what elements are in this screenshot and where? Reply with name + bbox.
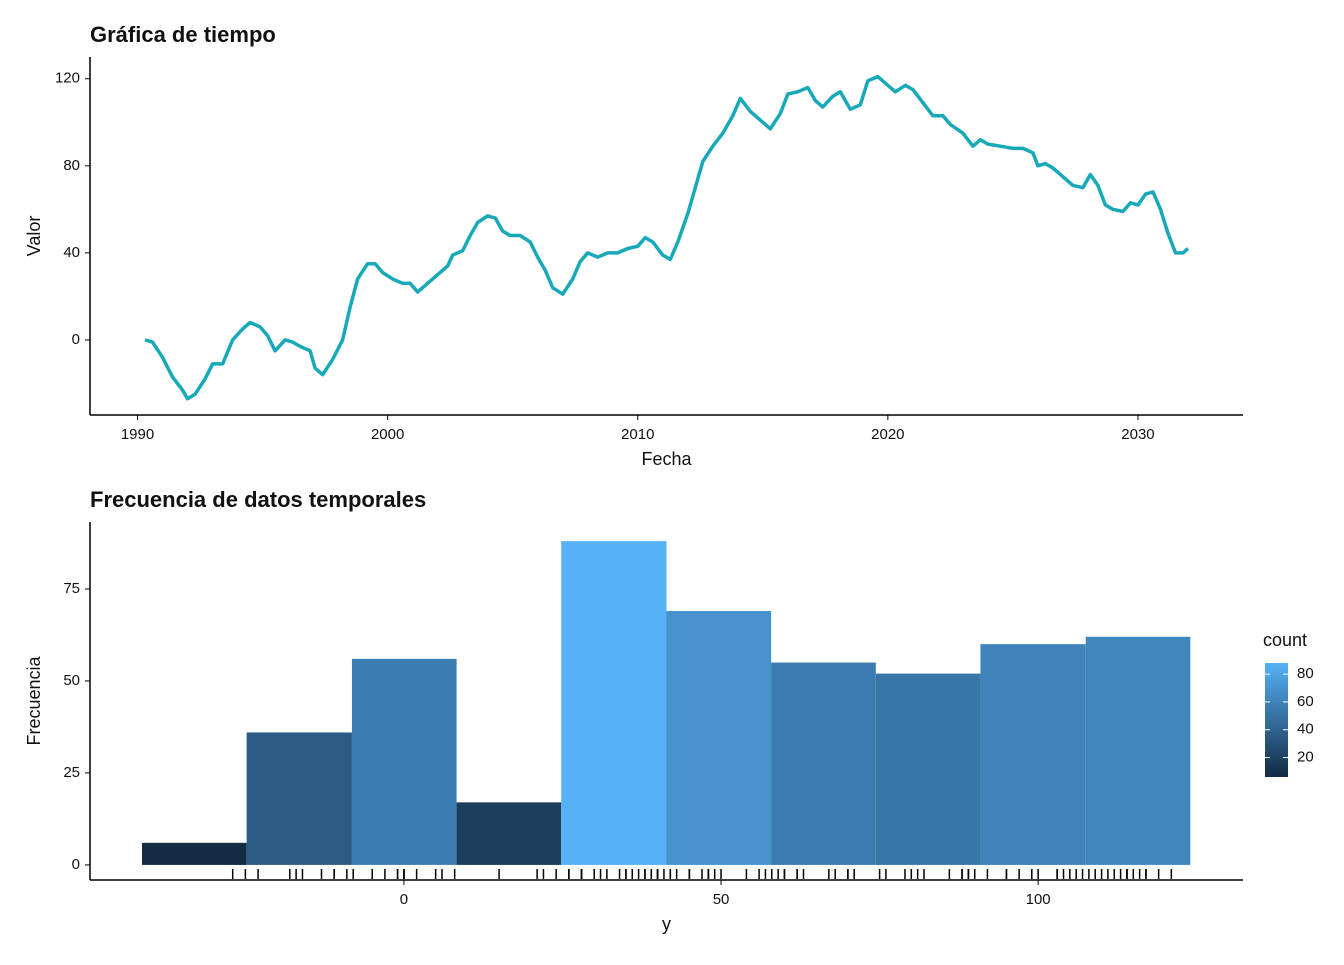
x-tick-label: 2030 (1121, 426, 1154, 443)
x-tick-label: 2020 (871, 426, 904, 443)
legend-tick-label: 60 (1297, 693, 1314, 710)
colorbar (1265, 663, 1288, 777)
histogram-bar (666, 611, 772, 865)
histogram-bar (980, 644, 1086, 865)
y-tick-label: 120 (55, 70, 80, 87)
x-axis-label: Fecha (641, 449, 692, 469)
x-tick-label: 0 (400, 891, 408, 908)
y-tick-label: 25 (63, 764, 80, 781)
histogram-bar (351, 658, 457, 865)
x-tick-label: 50 (713, 891, 730, 908)
chart-title: Frecuencia de datos temporales (90, 487, 426, 512)
y-tick-label: 50 (63, 672, 80, 689)
y-tick-label: 40 (63, 244, 80, 261)
chart-title: Gráfica de tiempo (90, 22, 276, 47)
histogram-bar (456, 802, 562, 865)
y-axis-label: Valor (24, 216, 44, 257)
histogram-bar (246, 732, 352, 865)
y-tick-label: 0 (72, 856, 80, 873)
x-tick-label: 2010 (621, 426, 654, 443)
legend-tick-label: 80 (1297, 665, 1314, 682)
legend-title: count (1263, 630, 1307, 650)
x-tick-label: 100 (1026, 891, 1051, 908)
x-axis-label: y (662, 914, 671, 934)
histogram-bar (771, 662, 876, 865)
legend-tick-label: 40 (1297, 721, 1314, 738)
histogram-bar (875, 673, 981, 865)
histogram-bar (561, 541, 667, 865)
y-axis-label: Frecuencia (24, 655, 44, 745)
y-tick-label: 0 (72, 331, 80, 348)
y-tick-label: 80 (63, 157, 80, 174)
histogram-bar (1085, 636, 1191, 865)
histogram-bar (142, 842, 247, 865)
x-tick-label: 1990 (121, 426, 154, 443)
x-tick-label: 2000 (371, 426, 404, 443)
y-tick-label: 75 (63, 580, 80, 597)
line-series (144, 74, 1190, 401)
legend-tick-label: 20 (1297, 749, 1314, 766)
